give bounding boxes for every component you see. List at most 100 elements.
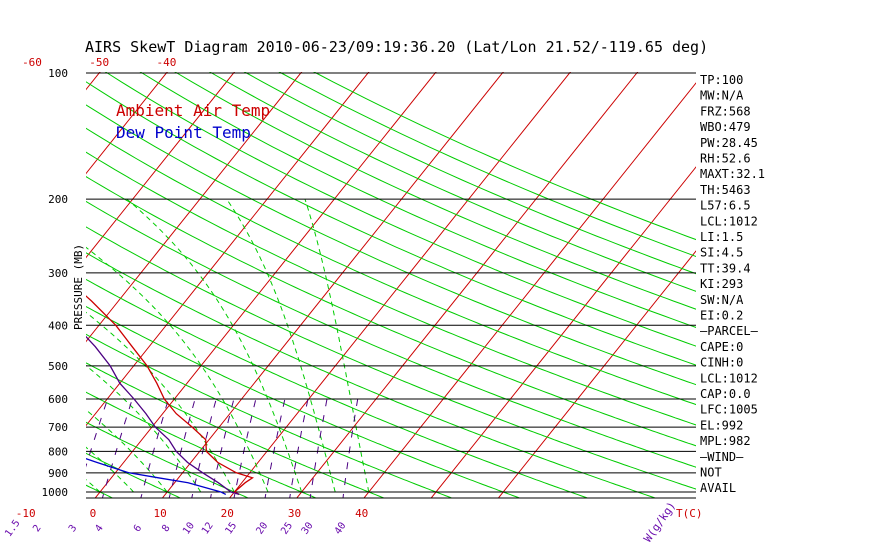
bottom-temp-tick-label: 30 — [288, 507, 301, 520]
isotherm-line — [228, 72, 572, 498]
dry-adiabat-line — [104, 72, 696, 347]
index-label: TP:100 — [700, 73, 743, 87]
index-label: CAP:0.0 — [700, 387, 751, 401]
mixing-ratio-tick-label: 10 — [181, 521, 197, 537]
mixing-ratio-line — [289, 398, 309, 498]
dry-adiabat-line — [86, 252, 657, 498]
index-label: EL:992 — [700, 418, 743, 432]
mixing-ratio-tick-label: 40 — [333, 521, 349, 537]
dry-adiabat-line — [86, 484, 114, 498]
isobar-layer — [86, 72, 696, 499]
dew-point-profile — [86, 457, 227, 495]
isotherm-line — [86, 72, 236, 259]
x-axis-unit: T(C) — [676, 507, 703, 520]
index-label: CAPE:0 — [700, 340, 743, 354]
pressure-tick-label: 200 — [48, 193, 68, 206]
mixing-ratio-line — [191, 398, 217, 498]
index-label: TH:5463 — [700, 183, 751, 197]
mixing-ratio-tick-label: 4 — [93, 523, 105, 534]
isotherm-line — [86, 72, 370, 427]
dry-adiabat-line — [174, 72, 696, 310]
dry-adiabat-line — [86, 421, 250, 498]
mixing-ratio-tick-label: 6 — [132, 523, 144, 534]
pressure-tick-label: 100 — [48, 67, 68, 80]
mixing-ratio-tick-label: 2 — [31, 523, 43, 534]
index-label: LCL:1012 — [700, 214, 758, 228]
mixing-ratio-line — [0, 399, 19, 501]
pressure-tick-label: 900 — [48, 467, 68, 480]
y-axis-label: PRESSURE (MB) — [72, 244, 85, 330]
index-label: —WIND— — [700, 450, 744, 464]
dry-adiabat-line — [86, 200, 696, 468]
moist-adiabat-line — [86, 364, 202, 493]
dry-adiabat-line — [0, 64, 51, 501]
pressure-tick-label: 500 — [48, 360, 68, 373]
top-temp-tick-label: -50 — [89, 56, 109, 69]
mixing-ratio-line — [309, 398, 328, 498]
pressure-tick-label: 1000 — [42, 486, 69, 499]
dry-adiabat-line — [86, 104, 696, 386]
dry-adiabat-line — [86, 391, 318, 498]
index-label: TT:39.4 — [700, 261, 751, 275]
mixing-ratio-line — [86, 398, 108, 468]
bottom-temp-tick-label: 10 — [153, 507, 166, 520]
dry-adiabat-line — [86, 305, 521, 498]
index-label: RH:52.6 — [700, 152, 751, 166]
mixing-ratio-tick-label: 30 — [300, 520, 316, 536]
parcel-profile — [86, 335, 240, 496]
dry-adiabat-line — [86, 278, 589, 498]
index-label: L57:6.5 — [700, 199, 751, 213]
mixing-ratio-unit: W(g/kg) — [641, 499, 678, 544]
index-label: SW:N/A — [700, 293, 744, 307]
mixing-ratio-tick-label: 25 — [279, 520, 295, 536]
top-temp-tick-label: -40 — [156, 56, 176, 69]
index-label: —PARCEL— — [700, 324, 759, 338]
dry-adiabat-line — [86, 151, 696, 426]
mixing-ratio-tick-label: 15 — [223, 520, 239, 536]
legend-air-temp: Ambient Air Temp — [116, 101, 270, 120]
chart-title: AIRS SkewT Diagram 2010-06-23/09:19:36.2… — [85, 38, 708, 56]
pressure-tick-label: 600 — [48, 393, 68, 406]
top-temp-tick-label: -60 — [22, 56, 42, 69]
mixing-ratio-line — [233, 398, 257, 498]
index-label: LI:1.5 — [700, 230, 743, 244]
mixing-ratio-line — [168, 398, 196, 498]
index-label: LFC:1005 — [700, 403, 758, 417]
pressure-tick-label: 300 — [48, 267, 68, 280]
dry-adiabat-line — [86, 127, 696, 406]
index-label: CINH:0 — [700, 356, 743, 370]
isotherm-line — [86, 72, 303, 343]
air-temp-profile — [86, 295, 254, 495]
index-label: LCL:1012 — [700, 371, 758, 385]
moist-adiabat-line — [226, 198, 336, 493]
index-label: EI:0.2 — [700, 309, 743, 323]
bottom-temp-tick-label: 20 — [221, 507, 234, 520]
legend-dew-point: Dew Point Temp — [116, 123, 251, 142]
mixing-ratio-line — [210, 398, 235, 498]
mixing-ratio-line — [342, 398, 359, 498]
bottom-temp-tick-label: 0 — [90, 507, 97, 520]
index-label: AVAIL — [700, 481, 736, 495]
index-label: MW:N/A — [700, 89, 744, 103]
mixing-ratio-line — [101, 398, 133, 498]
dry-adiabat-line — [86, 226, 696, 490]
mixing-ratio-tick-label: 12 — [200, 520, 216, 536]
pressure-tick-label: 400 — [48, 319, 68, 332]
moist-adiabat-line — [86, 311, 235, 493]
mixing-ratio-tick-label: 1.5 — [3, 518, 22, 539]
index-label: MAXT:32.1 — [700, 167, 765, 181]
dry-adiabat-line — [86, 333, 454, 498]
dry-adiabat-line — [86, 362, 386, 498]
mixing-ratio-line — [140, 398, 169, 498]
dry-adiabat-line — [243, 72, 696, 275]
dry-adiabat-line — [278, 72, 696, 258]
mixing-ratio-line — [264, 398, 286, 498]
dry-adiabat-line — [86, 176, 696, 447]
profile-layer — [86, 295, 254, 496]
isotherm-line — [86, 72, 168, 175]
dry-adiabat-line — [86, 81, 696, 366]
bottom-temp-tick-label: -10 — [16, 507, 36, 520]
moist-adiabat-line — [0, 199, 33, 492]
isotherm-line — [296, 72, 639, 498]
